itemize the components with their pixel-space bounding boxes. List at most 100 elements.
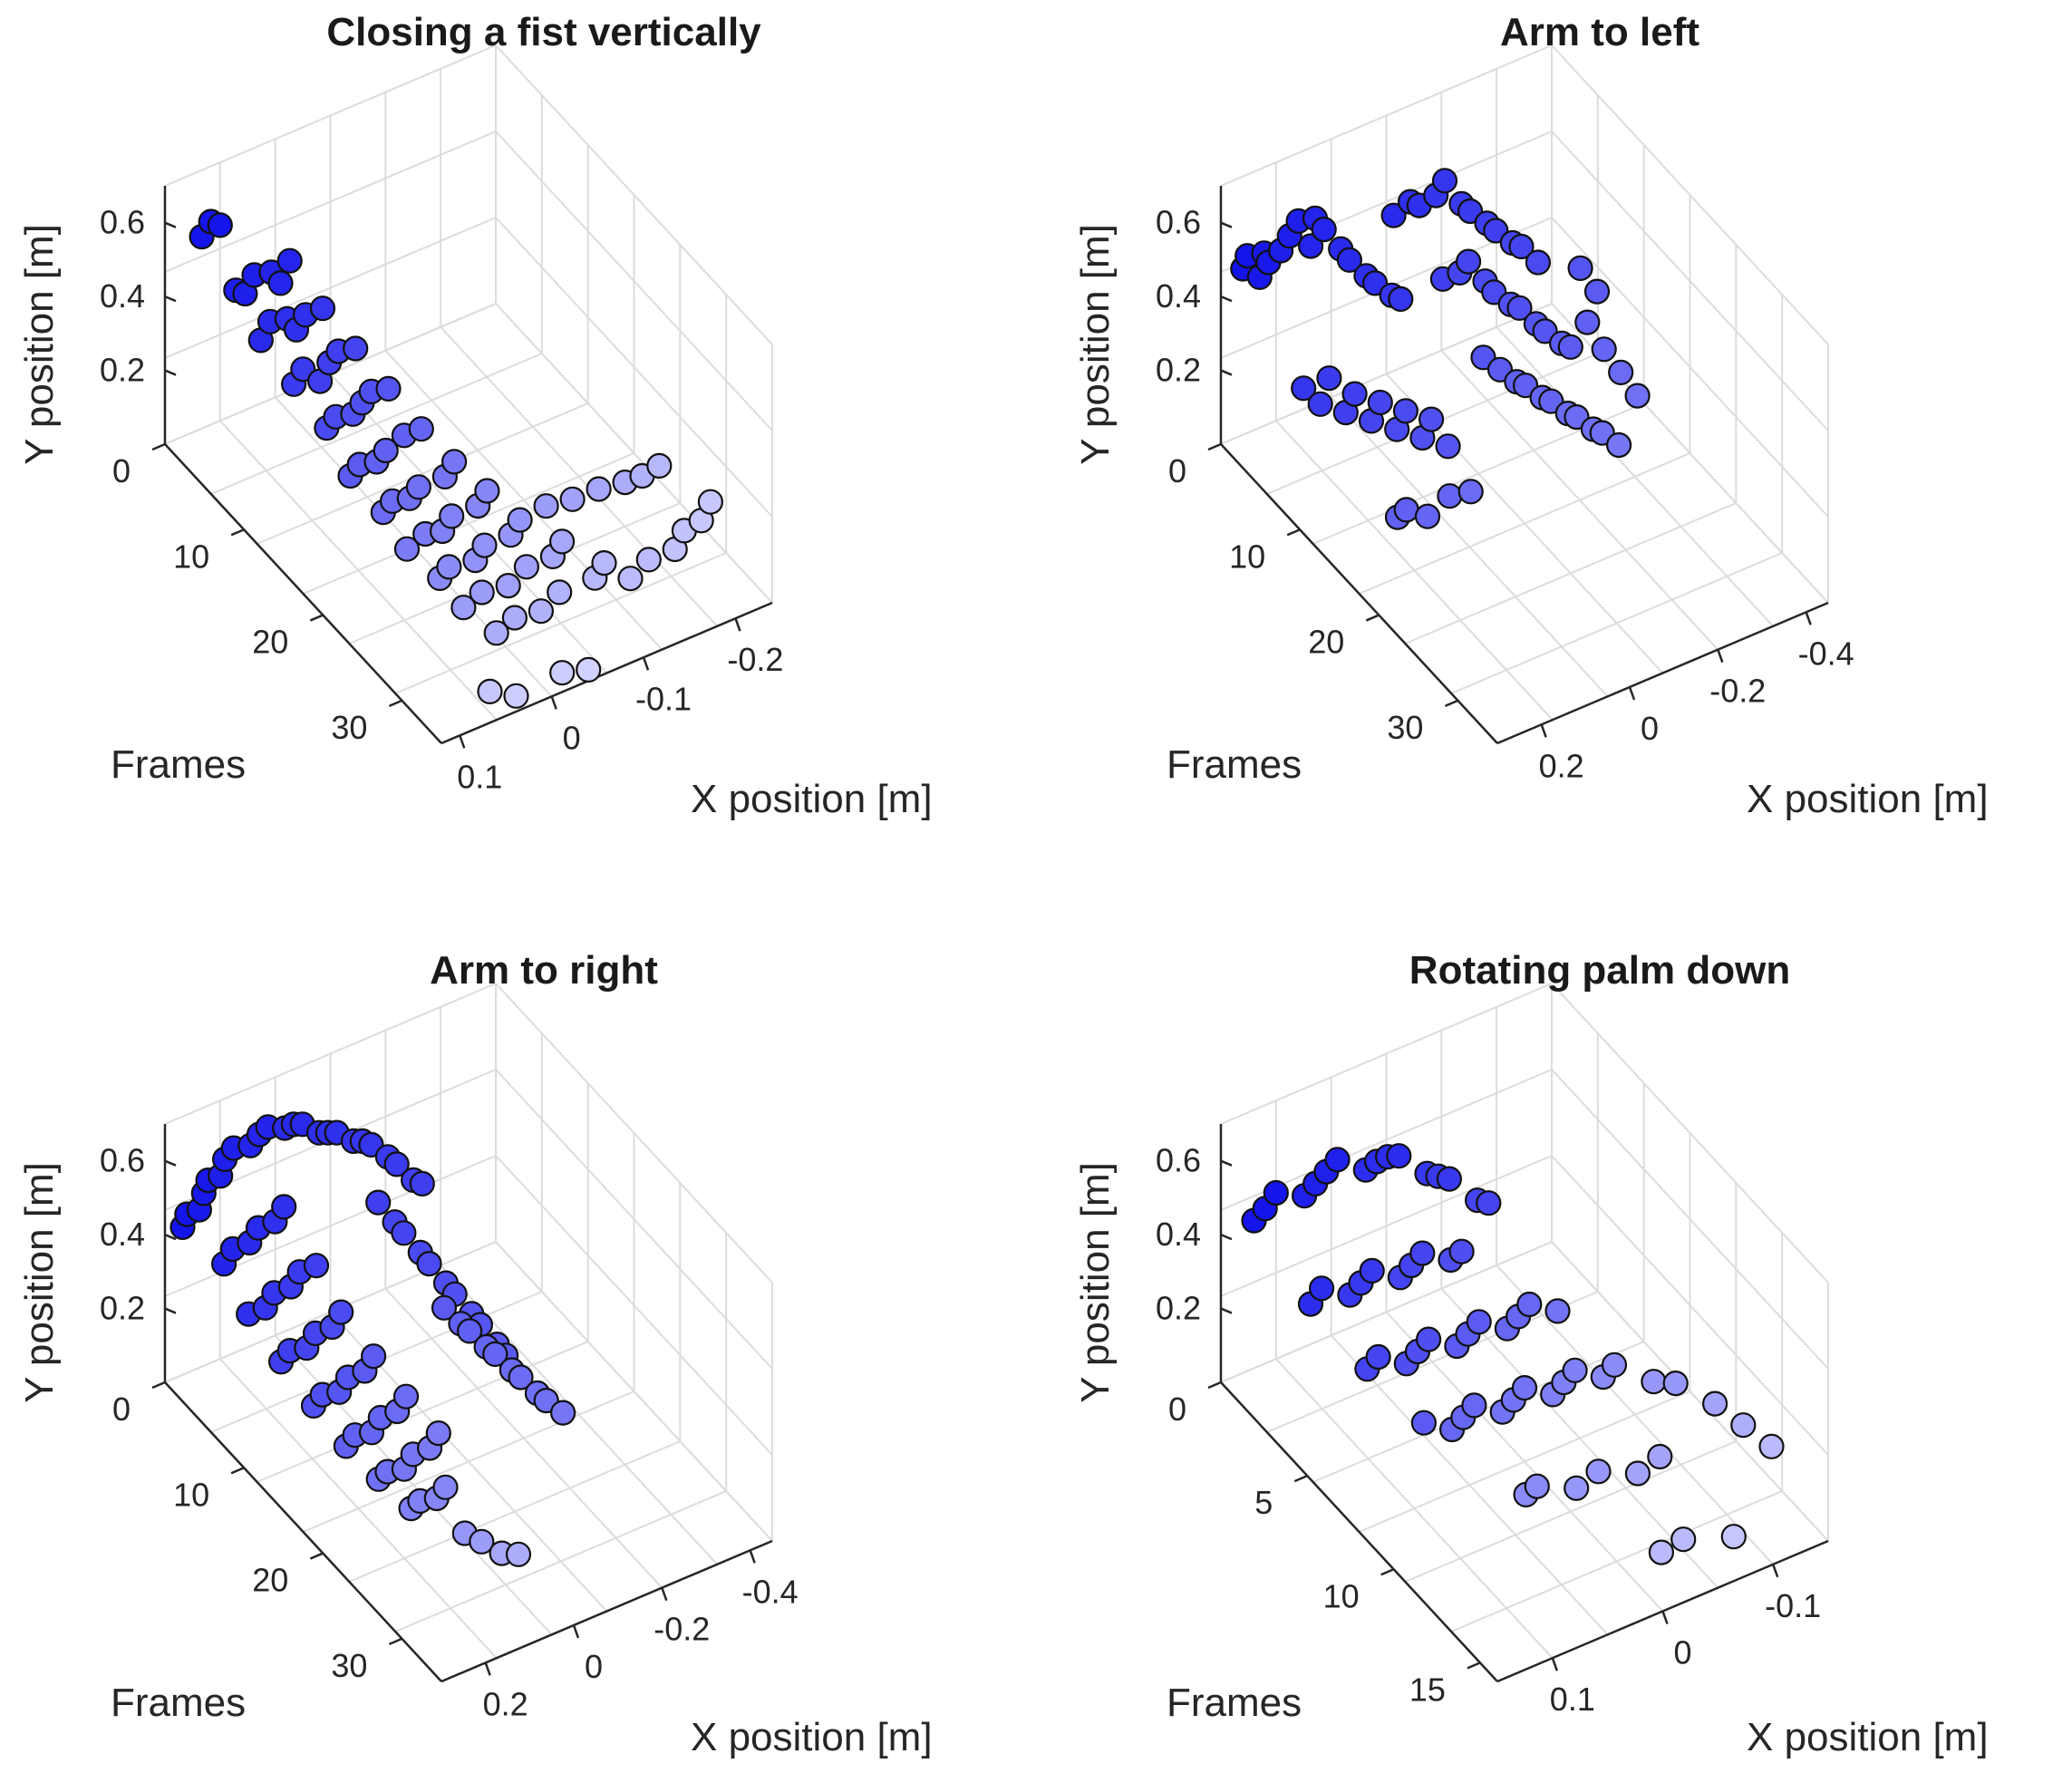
data-point	[1466, 1309, 1492, 1335]
data-point	[373, 437, 399, 464]
data-point	[1418, 406, 1445, 432]
frame-tick-mark	[388, 1637, 402, 1646]
frame-tick-mark	[230, 1467, 245, 1475]
data-point	[1758, 1433, 1785, 1459]
frame-tick-mark	[1293, 1474, 1308, 1483]
x-tick-label: 0.1	[1550, 1681, 1595, 1718]
data-point	[1367, 389, 1393, 416]
grid-line	[1220, 1241, 1553, 1383]
grid-line	[164, 44, 497, 187]
data-point	[1601, 1352, 1628, 1378]
grid-line	[1551, 1155, 1829, 1456]
data-point	[1506, 295, 1533, 321]
y-tick-mark	[164, 1307, 177, 1314]
frames-axis-line	[1220, 443, 1498, 744]
frame-tick-label: 10	[1323, 1577, 1360, 1614]
x-axis-line	[1496, 601, 1829, 745]
grid-line	[495, 217, 773, 518]
frame-tick-label: 5	[1254, 1484, 1273, 1521]
data-point	[1525, 249, 1552, 276]
grid-line	[495, 1069, 773, 1370]
x-tick-label: -0.2	[1709, 673, 1766, 710]
y-tick-mark	[1220, 369, 1233, 376]
data-point	[1380, 202, 1407, 228]
data-point	[1316, 365, 1342, 392]
y-tick-mark	[164, 295, 177, 303]
x-tick-mark	[661, 1587, 668, 1602]
data-point	[503, 683, 529, 709]
data-points	[1241, 1143, 1785, 1565]
frame-tick-label: 20	[252, 624, 288, 661]
frame-tick-mark	[230, 528, 245, 537]
data-point	[383, 1151, 410, 1177]
data-points	[1230, 168, 1651, 530]
data-point	[309, 296, 336, 322]
data-point	[697, 489, 724, 515]
data-point	[425, 1419, 451, 1447]
frame-tick-label: 30	[331, 709, 367, 746]
grid-line	[1220, 1155, 1553, 1297]
data-points	[189, 208, 724, 709]
data-point	[1624, 1460, 1651, 1487]
x-tick-mark	[1661, 1611, 1669, 1624]
x-tick-mark	[749, 1549, 756, 1564]
grid-line	[495, 1241, 773, 1542]
frame-tick-label: 0	[1168, 1390, 1186, 1428]
y-axis-label: Y position [m]	[1073, 224, 1118, 465]
chart-title: Arm to left	[1500, 10, 1699, 54]
data-point	[549, 1400, 576, 1426]
y-tick-label: 0.6	[100, 1142, 145, 1179]
y-tick-label: 0.4	[1156, 277, 1201, 315]
y-tick-mark	[1220, 221, 1233, 228]
x-tick-label: -0.1	[1765, 1587, 1821, 1624]
grid-line	[164, 217, 497, 359]
frame-tick-label: 0	[112, 452, 131, 489]
grid-line	[1551, 1069, 1829, 1370]
grid-line	[495, 44, 773, 345]
grid-line	[164, 983, 497, 1125]
y-axis-label: Y position [m]	[1073, 1162, 1118, 1403]
x-tick-label: -0.1	[635, 680, 692, 717]
x-tick-mark	[1805, 611, 1812, 625]
data-point	[365, 1189, 392, 1216]
grid-line	[495, 983, 773, 1284]
data-point	[1298, 233, 1324, 259]
y-tick-mark	[1220, 295, 1233, 303]
data-point	[474, 478, 500, 504]
grid-line	[1440, 349, 1719, 651]
data-point	[471, 532, 498, 558]
x-tick-mark	[459, 734, 466, 749]
frame-tick-mark	[1207, 442, 1222, 451]
grid-line	[1496, 1264, 1774, 1565]
frames-axis-label: Frames	[111, 1681, 246, 1725]
data-point	[635, 547, 662, 573]
data-point	[1410, 1410, 1437, 1436]
x-tick-label: -0.4	[742, 1573, 799, 1610]
data-point	[267, 270, 294, 296]
grid-line	[329, 373, 608, 674]
data-point	[343, 335, 369, 362]
y-tick-mark	[164, 1159, 177, 1167]
data-point	[1516, 1291, 1543, 1318]
data-point	[405, 474, 431, 500]
data-point	[1544, 1298, 1571, 1324]
data-point	[456, 1318, 483, 1344]
y-tick-label: 0.6	[1156, 1142, 1201, 1179]
data-point	[1436, 1166, 1462, 1192]
chart-title: Rotating palm down	[1409, 948, 1790, 993]
data-points	[169, 1111, 576, 1567]
data-point	[548, 528, 576, 555]
x-tick-label: -0.4	[1798, 635, 1854, 672]
data-point	[431, 1294, 458, 1321]
x-tick-mark	[1551, 1657, 1559, 1671]
data-point	[1309, 1275, 1335, 1302]
chart-panel-rotating-palm: 0.2 0.4 0.6 0 5 10 15 0.1 0 -0.1 Y position [m] Fra…	[1073, 948, 1989, 1759]
grid-line	[440, 326, 718, 627]
x-tick-mark	[484, 1662, 491, 1676]
data-point	[469, 1528, 495, 1555]
data-point	[1435, 433, 1461, 460]
data-point	[1437, 483, 1463, 509]
y-tick-label: 0.2	[100, 352, 145, 389]
grid-line	[1220, 303, 1553, 445]
data-point	[1564, 1475, 1590, 1501]
